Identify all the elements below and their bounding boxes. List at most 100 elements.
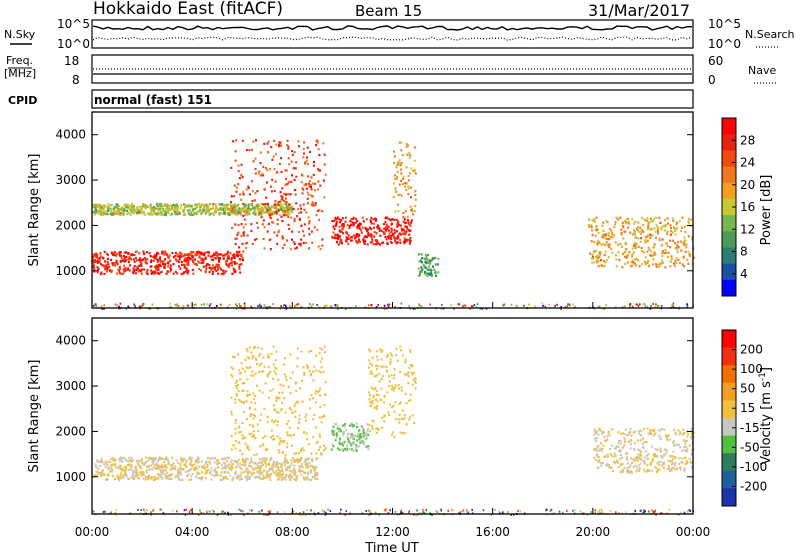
heatmap-cell xyxy=(254,372,257,375)
heatmap-cell xyxy=(209,255,212,258)
heatmap-cell xyxy=(200,251,203,254)
heatmap-cell xyxy=(263,247,266,250)
heatmap-cell xyxy=(243,462,246,465)
heatmap-cell xyxy=(190,457,193,460)
heatmap-cell xyxy=(142,250,145,253)
heatmap-cell xyxy=(600,243,603,246)
heatmap-cell xyxy=(650,445,653,448)
heatmap-cell xyxy=(654,253,657,256)
heatmap-cell xyxy=(287,385,290,389)
heatmap-cell xyxy=(106,257,109,260)
heatmap-cell xyxy=(672,305,674,308)
heatmap-cell xyxy=(111,262,114,265)
heatmap-cell xyxy=(172,209,175,212)
heatmap-cell xyxy=(311,201,314,204)
heatmap-cell xyxy=(245,460,248,463)
heatmap-cell xyxy=(650,255,653,258)
heatmap-cell xyxy=(165,272,168,275)
heatmap-cell xyxy=(286,431,289,434)
heatmap-cell xyxy=(272,461,275,464)
heatmap-cell xyxy=(123,270,126,273)
heatmap-cell xyxy=(403,218,406,221)
heatmap-cell xyxy=(211,212,214,215)
heatmap-cell xyxy=(655,470,658,474)
heatmap-cell xyxy=(285,474,288,477)
heatmap-cell xyxy=(675,223,678,226)
heatmap-cell xyxy=(298,452,300,455)
heatmap-cell xyxy=(251,466,253,469)
heatmap-cell xyxy=(290,160,293,163)
heatmap-cell xyxy=(145,469,148,472)
heatmap-cell xyxy=(405,225,408,228)
noise-tick-right-top: 10^5 xyxy=(708,17,741,31)
heatmap-cell xyxy=(194,467,197,470)
heatmap-cell xyxy=(394,386,396,389)
heatmap-cell xyxy=(227,266,230,269)
heatmap-cell xyxy=(114,511,117,514)
heatmap-cell xyxy=(130,461,133,464)
heatmap-cell xyxy=(275,211,278,214)
heatmap-cell xyxy=(254,415,257,418)
heatmap-cell xyxy=(242,259,244,262)
heatmap-cell xyxy=(240,174,243,177)
heatmap-cell xyxy=(626,469,629,472)
heatmap-cell xyxy=(674,264,676,267)
heatmap-cell xyxy=(266,356,269,359)
heatmap-cell xyxy=(187,209,190,212)
heatmap-cell xyxy=(596,446,599,449)
heatmap-cell xyxy=(306,463,309,466)
heatmap-cell xyxy=(251,148,254,152)
heatmap-cell xyxy=(631,218,634,221)
heatmap-cell xyxy=(637,457,640,460)
heatmap-cell xyxy=(121,460,124,464)
heatmap-cell xyxy=(387,225,390,228)
heatmap-cell xyxy=(210,258,213,261)
heatmap-cell xyxy=(250,305,252,308)
heatmap-cell xyxy=(283,440,286,443)
heatmap-cell xyxy=(662,250,664,253)
heatmap-cell xyxy=(605,464,608,467)
heatmap-cell xyxy=(285,201,288,204)
heatmap-cell xyxy=(596,259,599,262)
heatmap-cell xyxy=(190,257,193,260)
heatmap-cell xyxy=(187,304,190,307)
heatmap-cell xyxy=(104,260,107,263)
heatmap-cell xyxy=(405,143,408,146)
heatmap-cell xyxy=(631,259,634,262)
heatmap-cell xyxy=(664,219,666,222)
heatmap-cell xyxy=(344,447,347,451)
heatmap-cell xyxy=(661,238,664,241)
heatmap-cell xyxy=(383,307,386,310)
heatmap-cell xyxy=(102,511,105,513)
heatmap-cell xyxy=(236,252,239,256)
heatmap-cell xyxy=(605,219,608,223)
heatmap-cell xyxy=(288,207,291,210)
heatmap-cell xyxy=(298,458,300,461)
heatmap-cell xyxy=(232,140,235,143)
heatmap-cell xyxy=(272,464,275,467)
heatmap-cell xyxy=(384,415,386,418)
heatmap-cell xyxy=(646,468,649,471)
heatmap-cell xyxy=(386,242,389,245)
heatmap-cell xyxy=(636,439,639,442)
heatmap-cell xyxy=(94,463,97,466)
heatmap-cell xyxy=(153,477,156,480)
heatmap-cell xyxy=(256,423,259,426)
heatmap-cell xyxy=(335,221,338,224)
heatmap-cell xyxy=(606,455,609,459)
heatmap-cell xyxy=(307,216,310,219)
heatmap-cell xyxy=(168,254,171,257)
heatmap-cell xyxy=(593,456,596,459)
heatmap-cell xyxy=(158,456,161,459)
heatmap-cell xyxy=(250,401,253,404)
heatmap-cell xyxy=(301,174,304,177)
heatmap-cell xyxy=(639,462,642,466)
colorbar-tick-label: 20 xyxy=(740,178,755,192)
heatmap-cell xyxy=(221,467,224,470)
heatmap-cell xyxy=(383,395,386,398)
heatmap-cell xyxy=(235,250,238,254)
heatmap-cell xyxy=(306,197,309,200)
heatmap-cell xyxy=(274,420,277,423)
heatmap-cell xyxy=(245,148,248,152)
heatmap-cell xyxy=(110,511,113,514)
